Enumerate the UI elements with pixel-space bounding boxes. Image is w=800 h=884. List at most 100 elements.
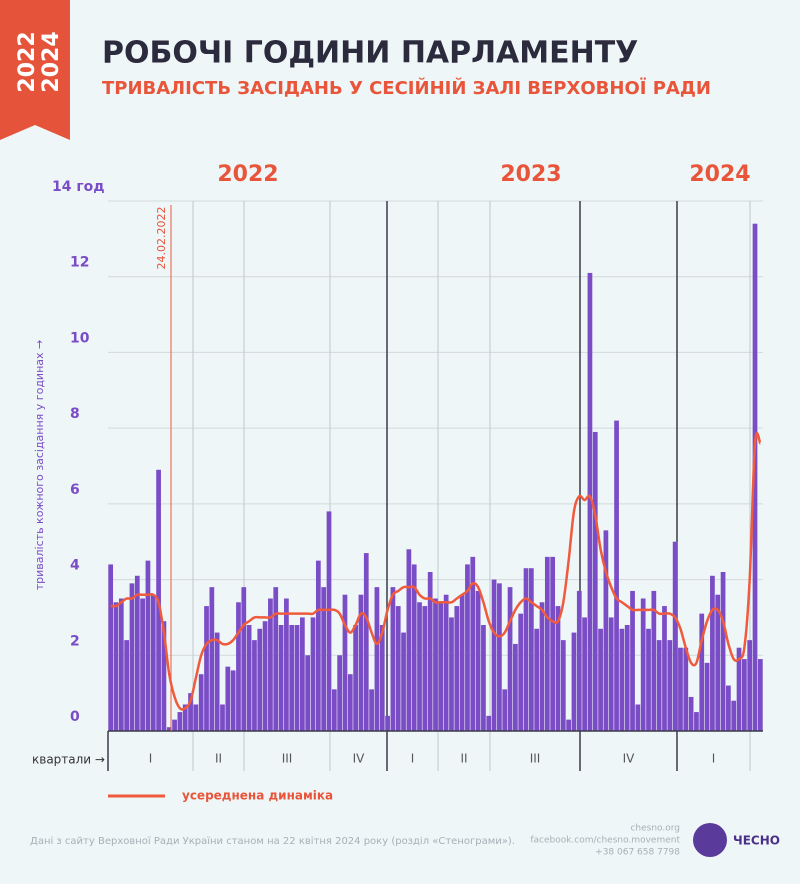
bar — [603, 530, 609, 731]
bar — [438, 602, 444, 731]
bar — [715, 594, 721, 731]
bar — [694, 712, 699, 731]
bar — [241, 587, 247, 731]
quarter-label: IV — [353, 752, 366, 766]
bar — [353, 625, 358, 731]
bar — [582, 617, 587, 731]
bar — [134, 575, 140, 731]
quarter-label: II — [460, 752, 467, 766]
bar — [326, 511, 332, 731]
y-tick-label: 4 — [70, 558, 80, 574]
bar — [294, 625, 300, 731]
quarter-label: I — [712, 752, 716, 766]
quarter-label: II — [215, 752, 222, 766]
bar — [337, 655, 343, 731]
bar — [236, 602, 241, 731]
bar — [268, 598, 273, 731]
bar — [220, 704, 225, 731]
bar — [619, 628, 625, 731]
bar — [624, 625, 630, 731]
bar — [358, 594, 364, 731]
contact: +38 067 658 7798 — [595, 848, 680, 858]
y-tick-label: 12 — [70, 255, 89, 271]
bar — [331, 689, 337, 731]
bar — [374, 587, 380, 731]
y-axis-label: тривалість кожного засідання у годинах → — [33, 340, 46, 590]
logo-text: ЧЕСНО — [733, 834, 780, 848]
bar — [497, 583, 502, 731]
tag-year: 2024 — [39, 31, 64, 92]
bar — [198, 674, 204, 731]
bar — [177, 712, 183, 731]
contact: chesno.org — [630, 824, 680, 834]
bar — [560, 640, 566, 731]
bar — [193, 704, 199, 731]
bar — [614, 420, 619, 731]
bar — [315, 560, 321, 731]
bar — [465, 564, 470, 731]
quarter-label: I — [149, 752, 153, 766]
bar — [310, 617, 316, 731]
bar — [427, 572, 433, 731]
bar — [736, 647, 742, 731]
contact: facebook.com/chesno.movement — [530, 836, 680, 846]
bar — [411, 564, 417, 731]
bar — [214, 632, 220, 731]
bar — [289, 625, 295, 731]
quarter-label: I — [411, 752, 415, 766]
bar — [741, 659, 747, 731]
bar — [683, 647, 689, 731]
chart-title: РОБОЧІ ГОДИНИ ПАРЛАМЕНТУ — [102, 36, 638, 71]
y-tick-label: 10 — [70, 330, 90, 346]
logo-icon — [693, 823, 727, 857]
bar — [273, 587, 279, 731]
y-tick-label: 14 год — [52, 179, 105, 195]
bar — [513, 643, 518, 731]
footer-source: Дані з сайту Верховної Ради України стан… — [30, 835, 515, 847]
legend-label: усереднена динаміка — [182, 789, 333, 803]
chart-subtitle: ТРИВАЛІСТЬ ЗАСІДАНЬ У СЕСІЙНІЙ ЗАЛІ ВЕРХ… — [102, 77, 711, 99]
bar — [747, 640, 753, 731]
bar — [667, 640, 673, 731]
quarter-label: IV — [623, 752, 636, 766]
bar — [630, 590, 635, 731]
bar — [528, 568, 534, 731]
y-tick-label: 6 — [70, 482, 80, 498]
quarter-label: III — [530, 752, 541, 766]
bar — [390, 587, 396, 731]
bar — [161, 621, 167, 731]
bar — [204, 606, 209, 731]
bar — [113, 602, 119, 731]
bar — [534, 628, 540, 731]
bar — [449, 617, 454, 731]
bar — [417, 602, 422, 731]
bar — [284, 598, 289, 731]
trend-line — [110, 432, 762, 711]
bar — [129, 583, 135, 731]
bar — [166, 727, 172, 731]
bar — [246, 625, 252, 731]
bar — [305, 655, 311, 731]
bar — [145, 560, 151, 731]
bar — [385, 715, 390, 731]
quarter-label: III — [282, 752, 293, 766]
bar — [651, 590, 657, 731]
bar — [555, 606, 561, 731]
bar — [209, 587, 215, 731]
bar — [491, 579, 497, 731]
bar — [571, 632, 577, 731]
bar — [672, 541, 678, 731]
bar — [300, 617, 305, 731]
bar — [321, 587, 327, 731]
bar — [369, 689, 374, 731]
bar — [656, 640, 662, 731]
year-ribbon — [0, 0, 70, 140]
bar — [124, 640, 130, 731]
bar — [752, 223, 758, 731]
bar — [172, 719, 177, 731]
bar — [726, 685, 731, 731]
bar — [566, 719, 571, 731]
bar — [401, 632, 406, 731]
